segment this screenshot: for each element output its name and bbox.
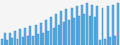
Bar — [14, 31, 16, 45]
Bar — [11, 38, 13, 45]
Bar — [66, 9, 67, 45]
Bar — [84, 14, 85, 45]
Bar — [78, 16, 80, 45]
Bar — [94, 17, 96, 45]
Bar — [35, 25, 36, 45]
Bar — [32, 36, 34, 45]
Bar — [17, 39, 18, 45]
Bar — [4, 33, 6, 45]
Bar — [114, 36, 116, 45]
Bar — [112, 5, 114, 45]
Bar — [96, 6, 98, 45]
Bar — [37, 34, 39, 45]
Bar — [19, 29, 21, 45]
Bar — [104, 39, 106, 45]
Bar — [22, 37, 24, 45]
Bar — [6, 40, 8, 45]
Bar — [60, 11, 62, 45]
Bar — [58, 25, 60, 45]
Bar — [45, 20, 47, 45]
Bar — [102, 8, 103, 45]
Bar — [42, 33, 44, 45]
Bar — [50, 17, 52, 45]
Bar — [71, 8, 73, 45]
Bar — [86, 3, 88, 45]
Bar — [91, 5, 93, 45]
Bar — [40, 23, 42, 45]
Bar — [76, 6, 78, 45]
Bar — [55, 14, 57, 45]
Bar — [47, 31, 49, 45]
Bar — [73, 18, 75, 45]
Bar — [99, 40, 101, 45]
Bar — [29, 26, 31, 45]
Bar — [89, 16, 91, 45]
Bar — [27, 36, 29, 45]
Bar — [9, 33, 11, 45]
Bar — [117, 3, 119, 45]
Bar — [109, 37, 111, 45]
Bar — [81, 5, 83, 45]
Bar — [63, 22, 65, 45]
Bar — [1, 39, 3, 45]
Bar — [107, 6, 109, 45]
Bar — [24, 28, 26, 45]
Bar — [53, 28, 54, 45]
Bar — [68, 20, 70, 45]
